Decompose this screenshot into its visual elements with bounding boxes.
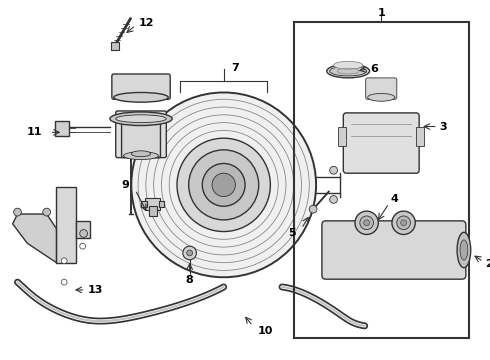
Text: 5: 5 [288,228,295,238]
Ellipse shape [330,66,367,76]
Polygon shape [13,214,56,263]
Circle shape [360,216,373,230]
Ellipse shape [368,94,395,101]
Circle shape [392,211,415,234]
Ellipse shape [114,93,168,102]
Ellipse shape [460,240,468,260]
Text: 11: 11 [26,127,42,138]
Ellipse shape [457,232,471,268]
Text: 6: 6 [370,64,378,74]
Circle shape [401,220,407,226]
Circle shape [177,138,270,231]
Ellipse shape [334,61,363,69]
Ellipse shape [327,64,369,78]
Text: 1: 1 [377,8,385,18]
Bar [55,121,69,136]
Text: 7: 7 [231,63,239,73]
FancyBboxPatch shape [366,78,397,99]
Circle shape [183,246,196,260]
Circle shape [14,208,22,216]
Circle shape [330,195,338,203]
Circle shape [309,205,317,213]
Text: 2: 2 [485,258,490,269]
Ellipse shape [110,112,172,126]
Bar [339,126,346,146]
Circle shape [212,173,235,197]
Circle shape [397,216,411,230]
Bar [159,201,164,207]
FancyBboxPatch shape [122,117,160,158]
FancyBboxPatch shape [322,221,466,279]
Circle shape [131,93,316,277]
FancyBboxPatch shape [112,74,170,99]
Ellipse shape [131,151,151,157]
Circle shape [330,166,338,174]
Bar [111,42,119,50]
Bar [416,126,424,146]
Circle shape [43,208,50,216]
Bar [76,221,91,238]
Text: 8: 8 [186,275,194,285]
Ellipse shape [123,152,159,159]
Bar [56,187,76,263]
Circle shape [355,211,378,234]
Circle shape [80,230,88,237]
FancyBboxPatch shape [343,113,419,173]
Text: 10: 10 [258,326,273,336]
Circle shape [202,163,245,206]
Circle shape [364,220,369,226]
Text: 3: 3 [440,122,447,131]
Circle shape [80,243,86,249]
Bar [294,22,469,338]
FancyBboxPatch shape [116,111,166,158]
Text: 12: 12 [139,18,154,28]
Circle shape [61,279,67,285]
Circle shape [61,258,67,264]
Circle shape [187,250,193,256]
Text: 4: 4 [391,194,399,204]
Circle shape [189,150,259,220]
Text: 13: 13 [88,285,103,295]
Bar [141,201,147,207]
Bar [149,206,157,216]
Bar [145,198,160,210]
Text: 9: 9 [122,180,129,190]
Ellipse shape [116,115,166,123]
